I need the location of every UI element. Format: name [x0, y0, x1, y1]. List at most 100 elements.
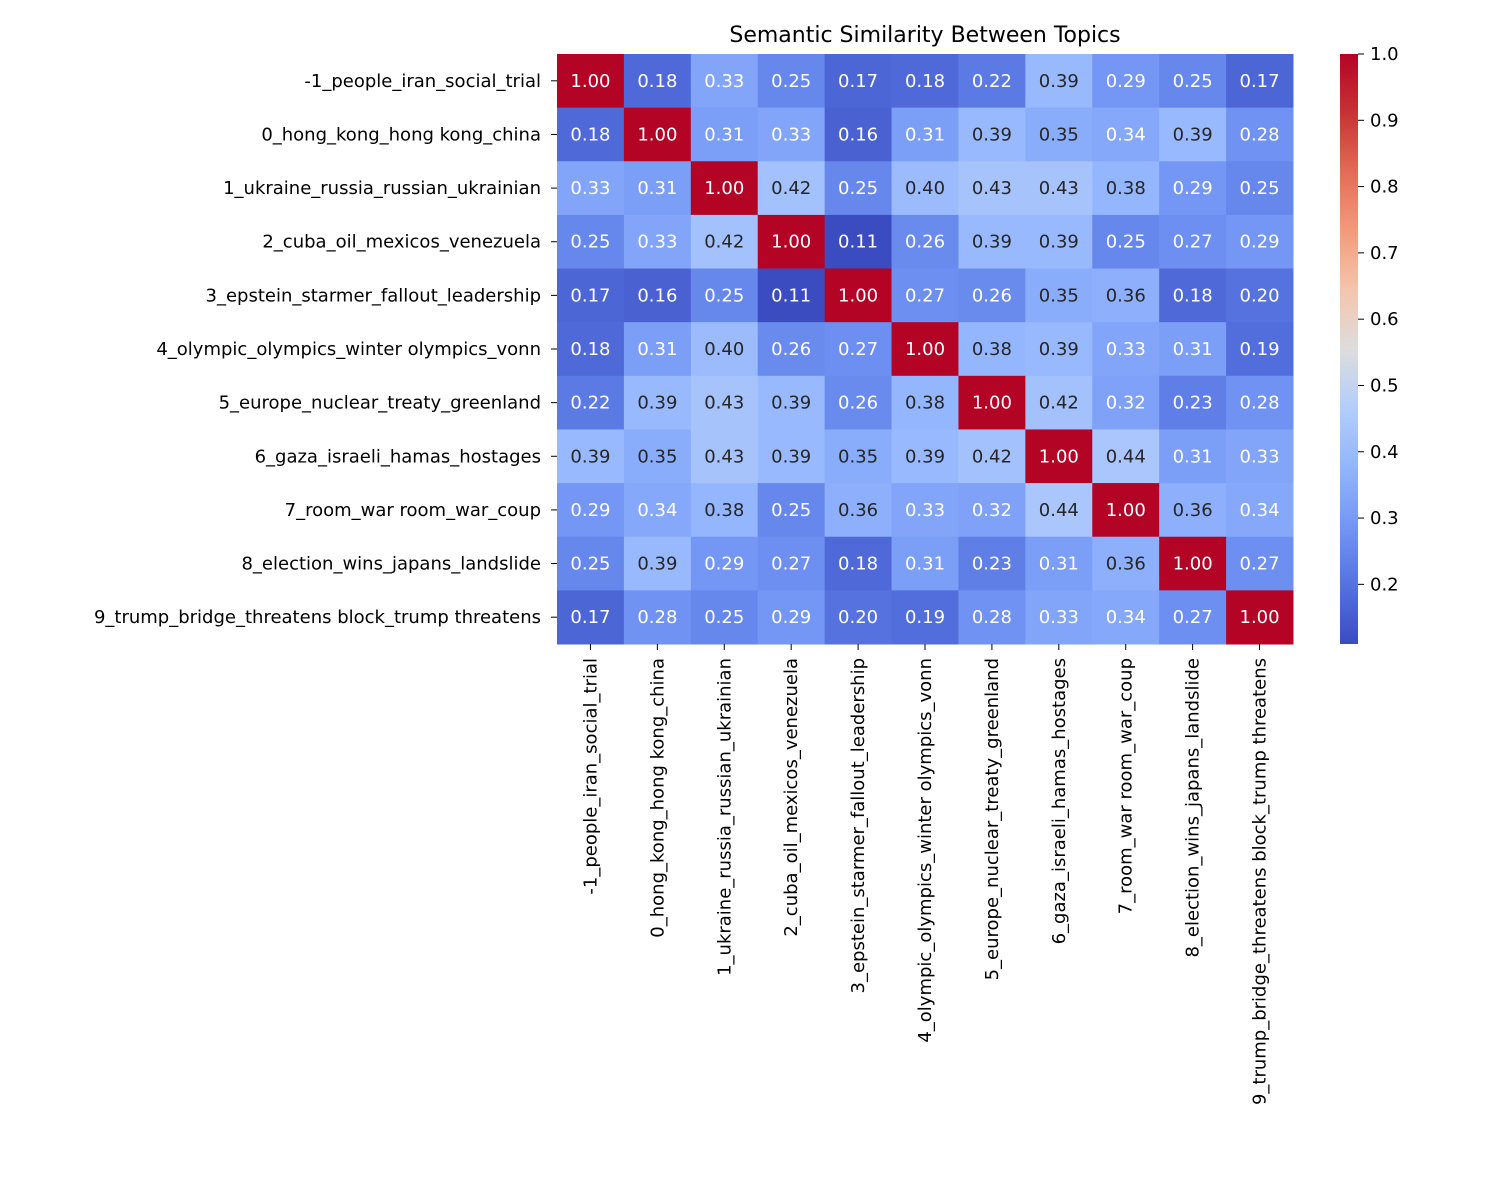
cell-annotation: 1.00 [1106, 500, 1146, 521]
y-tick-label: 4_olympic_olympics_winter olympics_vonn [156, 339, 541, 360]
cell-annotation: 0.19 [1240, 339, 1280, 360]
colorbar-tick-label: 0.9 [1370, 110, 1399, 131]
cell-annotation: 0.26 [838, 393, 878, 414]
heatmap-cell [1159, 161, 1227, 216]
cell-annotation: 0.17 [1240, 71, 1280, 92]
heatmap-cell [690, 536, 759, 591]
colorbar-tick-label: 0.8 [1370, 177, 1399, 198]
cell-annotation: 0.31 [1173, 446, 1213, 467]
cell-annotation: 0.16 [637, 285, 677, 306]
cell-annotation: 0.33 [905, 500, 945, 521]
cell-annotation: 0.43 [1039, 178, 1079, 199]
heatmap-cell [1025, 536, 1093, 591]
cell-annotation: 0.35 [637, 446, 677, 467]
cell-annotation: 0.25 [704, 607, 744, 628]
cell-annotation: 0.18 [637, 71, 677, 92]
cell-annotation: 0.33 [1240, 446, 1280, 467]
cell-annotation: 0.34 [1240, 500, 1280, 521]
cell-annotation: 0.20 [1240, 285, 1280, 306]
heatmap-cell [824, 375, 893, 430]
heatmap-cell [1092, 107, 1160, 162]
cell-annotation: 0.29 [704, 554, 744, 575]
heatmap-cell [557, 483, 625, 538]
heatmap-cell [824, 268, 893, 323]
cell-annotation: 0.39 [905, 446, 945, 467]
heatmap-cell [757, 429, 826, 484]
cell-annotation: 0.25 [1173, 71, 1213, 92]
heatmap-cell [1092, 161, 1160, 216]
heatmap-cell [958, 54, 1026, 109]
heatmap-cell [690, 268, 759, 323]
cell-annotation: 0.18 [1173, 285, 1213, 306]
heatmap-cell [623, 483, 692, 538]
cell-annotation: 0.42 [704, 232, 744, 253]
heatmap-cell [557, 375, 625, 430]
cell-annotation: 0.31 [905, 124, 945, 145]
heatmap-cell [891, 429, 959, 484]
x-tick-label: 9_trump_bridge_threatens block_trump thr… [1250, 658, 1271, 1105]
heatmap-cell [757, 107, 826, 162]
cell-annotation: 0.16 [838, 124, 878, 145]
colorbar-tick-label: 0.4 [1370, 442, 1399, 463]
cell-annotation: 0.29 [1106, 71, 1146, 92]
cell-annotation: 0.28 [1240, 124, 1280, 145]
heatmap-cell [958, 214, 1026, 270]
heatmap-cell [891, 590, 959, 645]
cell-annotation: 0.18 [838, 554, 878, 575]
y-tick-label: 2_cuba_oil_mexicos_venezuela [262, 232, 541, 253]
cell-annotation: 0.33 [637, 232, 677, 253]
cell-annotation: 0.38 [972, 339, 1012, 360]
cell-annotation: 0.43 [972, 178, 1012, 199]
heatmap-cell [623, 536, 692, 591]
cell-annotation: 0.29 [1240, 232, 1280, 253]
cell-annotation: 0.35 [1039, 285, 1079, 306]
heatmap-cell [1159, 536, 1227, 591]
x-tick-label: 0_hong_kong_hong kong_china [647, 658, 668, 938]
colorbar-tick-label: 0.5 [1370, 375, 1399, 396]
cell-annotation: 0.36 [1106, 285, 1146, 306]
heatmap-cell [557, 429, 625, 484]
x-tick-label: 2_cuba_oil_mexicos_venezuela [781, 658, 802, 937]
heatmap-cell [1025, 483, 1093, 538]
heatmap-cell [623, 161, 692, 216]
cell-annotation: 0.23 [972, 554, 1012, 575]
heatmap-cell [757, 161, 826, 216]
heatmap-cell [958, 375, 1026, 430]
cell-annotation: 0.27 [838, 339, 878, 360]
heatmap-cell [1226, 107, 1294, 162]
x-tick-label: 3_epstein_starmer_fallout_leadership [848, 658, 869, 994]
colorbar-tick-label: 1.0 [1370, 44, 1399, 65]
cell-annotation: 0.32 [972, 500, 1012, 521]
cell-annotation: 0.42 [1039, 393, 1079, 414]
heatmap-cell [958, 483, 1026, 538]
cell-annotation: 0.40 [905, 178, 945, 199]
heatmap-cell [958, 429, 1026, 484]
cell-annotation: 0.32 [1106, 393, 1146, 414]
cell-annotation: 0.39 [1039, 339, 1079, 360]
heatmap-cell [1092, 590, 1160, 645]
heatmap-cell [1025, 268, 1093, 323]
cell-annotation: 0.27 [771, 554, 811, 575]
cell-annotation: 0.39 [1173, 124, 1213, 145]
heatmap-cell [557, 590, 625, 645]
x-tick-label: 6_gaza_israeli_hamas_hostages [1049, 658, 1070, 944]
heatmap-cell [1226, 429, 1294, 484]
heatmap-cell [824, 429, 893, 484]
cell-annotation: 1.00 [1173, 554, 1213, 575]
colorbar-tick-label: 0.7 [1370, 243, 1399, 264]
cell-annotation: 0.39 [637, 554, 677, 575]
heatmap-cell [1092, 214, 1160, 270]
cell-annotation: 0.35 [1039, 124, 1079, 145]
x-tick-label: 8_election_wins_japans_landslide [1183, 658, 1204, 958]
heatmap-cell [1092, 375, 1160, 430]
cell-annotation: 0.39 [771, 393, 811, 414]
cell-annotation: 0.25 [1240, 178, 1280, 199]
cell-annotation: 0.25 [704, 285, 744, 306]
cell-annotation: 0.39 [972, 124, 1012, 145]
heatmap-cell [623, 375, 692, 430]
heatmap-cell [690, 429, 759, 484]
cell-annotation: 0.33 [704, 71, 744, 92]
y-tick-label: 8_election_wins_japans_landslide [241, 554, 541, 575]
heatmap-cell [1159, 54, 1227, 109]
cell-annotation: 0.39 [570, 446, 610, 467]
